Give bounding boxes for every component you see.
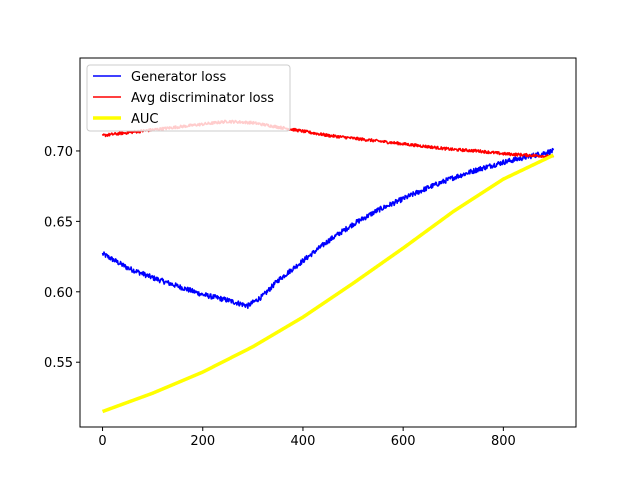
series-line-1 (101, 147, 555, 309)
legend-label: Generator loss (131, 70, 226, 85)
legend: Generator loss Avg discriminator loss AUC (86, 64, 291, 132)
plot-frame (79, 57, 577, 428)
y-tick-label: 0.65 (44, 215, 73, 230)
legend-label: Avg discriminator loss (131, 91, 274, 106)
x-tick-label: 400 (291, 434, 316, 449)
y-tick-label: 0.55 (44, 356, 73, 371)
legend-label: AUC (131, 112, 159, 127)
y-tick-label: 0.60 (44, 286, 73, 301)
x-tick-label: 600 (391, 434, 416, 449)
x-tick-label: 800 (491, 434, 516, 449)
x-tick-label: 200 (190, 434, 215, 449)
x-axis: 0 200 400 600 800 (98, 427, 516, 449)
y-axis: 0.55 0.60 0.65 0.70 (44, 145, 80, 371)
y-tick-label: 0.70 (44, 145, 73, 160)
x-tick-label: 0 (98, 434, 106, 449)
legend-box (86, 64, 291, 132)
series-line-3 (101, 153, 555, 414)
